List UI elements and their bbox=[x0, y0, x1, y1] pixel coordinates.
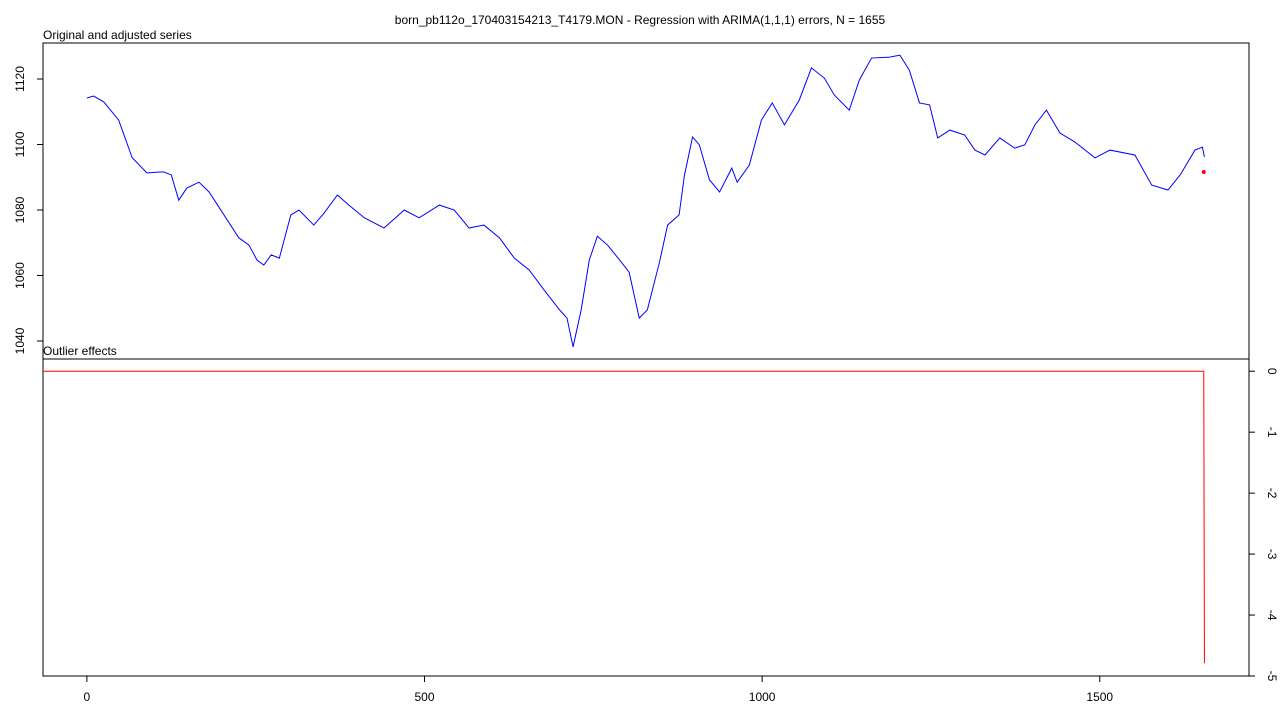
x-tick-label: 0 bbox=[84, 690, 91, 704]
y-tick-label: 1040 bbox=[13, 327, 27, 354]
y-tick-label: -3 bbox=[1265, 549, 1279, 560]
y-tick-label: 1080 bbox=[13, 196, 27, 223]
series-line bbox=[43, 370, 1205, 664]
plot-frame bbox=[42, 358, 1250, 677]
y-tick-label: -4 bbox=[1265, 610, 1279, 621]
y-tick-label: 0 bbox=[1265, 368, 1279, 375]
panel-title: Outlier effects bbox=[43, 344, 117, 358]
y-tick-label: 1120 bbox=[13, 66, 27, 92]
y-tick-label: -5 bbox=[1265, 671, 1279, 682]
y-tick-label: 1100 bbox=[13, 131, 27, 157]
panel-title: Original and adjusted series bbox=[43, 28, 192, 42]
x-tick-label: 500 bbox=[415, 690, 435, 704]
main-title: born_pb112o_170403154213_T4179.MON - Reg… bbox=[395, 13, 886, 27]
outlier-point bbox=[1201, 170, 1206, 175]
x-tick-label: 1000 bbox=[749, 690, 776, 704]
y-tick-label: 1060 bbox=[13, 262, 27, 289]
series-line bbox=[86, 54, 1205, 347]
y-tick-label: -2 bbox=[1265, 488, 1279, 499]
y-tick-label: -1 bbox=[1265, 427, 1279, 438]
x-tick-label: 1500 bbox=[1086, 690, 1113, 704]
